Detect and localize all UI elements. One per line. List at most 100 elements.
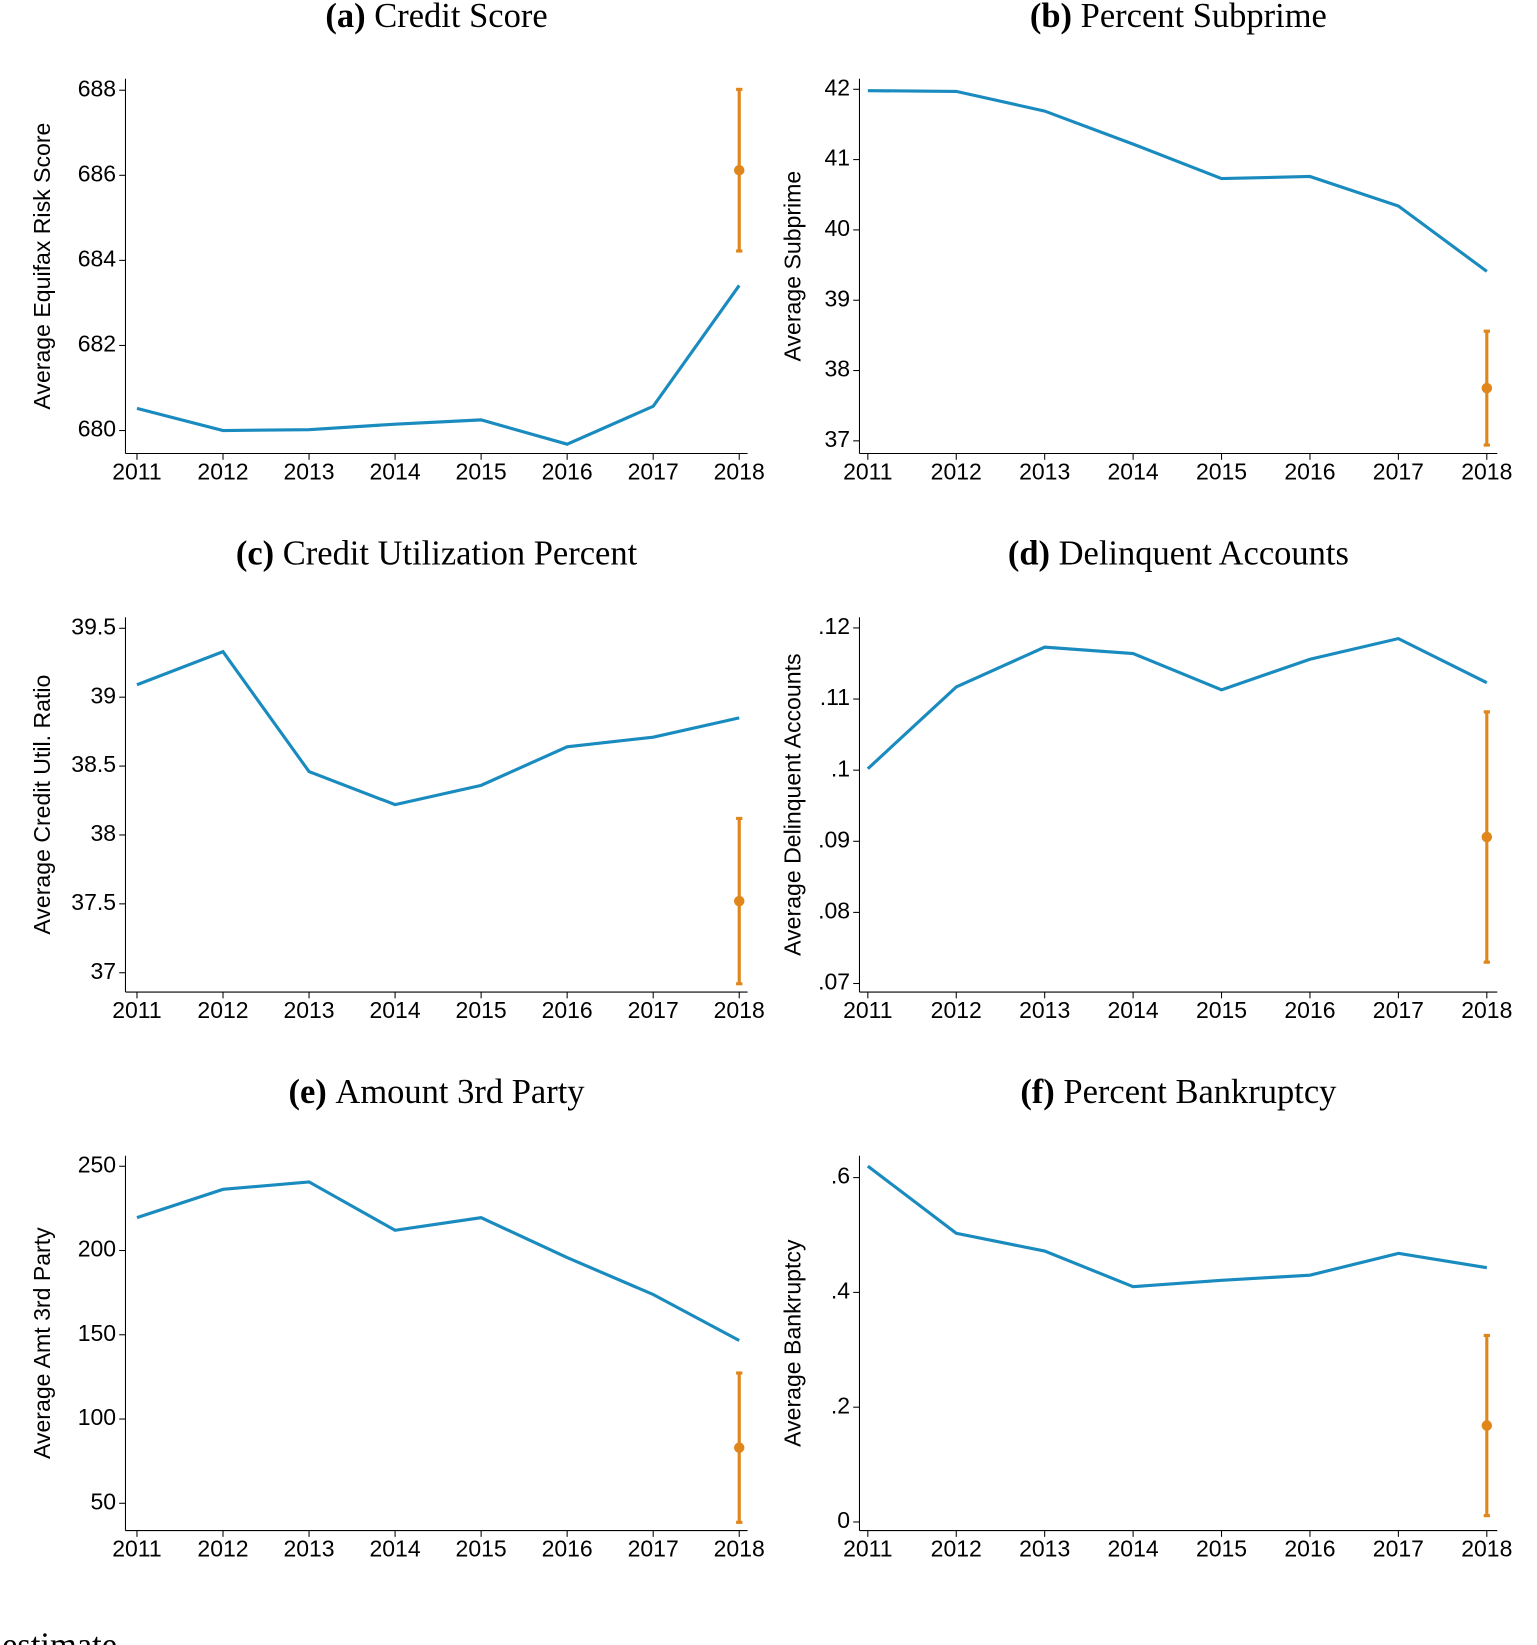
estimate-point <box>1481 382 1493 394</box>
x-tick-label: 2018 <box>714 459 765 485</box>
x-tick-label: 2011 <box>112 997 161 1023</box>
y-tick-label: 40 <box>824 215 850 241</box>
x-tick-label: 2011 <box>843 997 892 1023</box>
y-tick-label: 41 <box>824 145 850 171</box>
y-tick-label: 37 <box>824 426 850 452</box>
panel-title: (a) Credit Score <box>325 0 547 35</box>
x-tick-label: 2017 <box>628 1536 679 1562</box>
x-tick-label: 2017 <box>1373 997 1424 1023</box>
y-tick-label: 688 <box>78 75 116 101</box>
x-tick-label: 2014 <box>370 1536 421 1562</box>
y-tick-label: .6 <box>831 1163 850 1189</box>
x-tick-label: 2012 <box>931 997 982 1023</box>
estimate-point <box>1481 831 1493 843</box>
y-tick-label: 680 <box>78 416 116 442</box>
x-tick-label: 2014 <box>1108 1536 1159 1562</box>
panel-title: (f) Percent Bankruptcy <box>1020 1073 1337 1111</box>
y-tick-label: 42 <box>824 74 850 100</box>
x-tick-label: 2014 <box>370 997 421 1023</box>
x-tick-label: 2011 <box>843 1536 892 1562</box>
panel-label: (c) <box>236 534 274 572</box>
x-tick-label: 2012 <box>931 1536 982 1562</box>
x-tick-label: 2018 <box>714 997 765 1023</box>
x-tick-label: 2012 <box>197 459 248 485</box>
title-text: Delinquent Accounts <box>1059 534 1349 572</box>
x-tick-label: 2017 <box>1373 1536 1424 1562</box>
x-tick-label: 2013 <box>1019 459 1070 485</box>
panel-title: (b) Percent Subprime <box>1030 0 1327 35</box>
x-tick-label: 2015 <box>1196 459 1247 485</box>
x-tick-label: 2015 <box>456 997 507 1023</box>
x-tick-label: 2016 <box>542 997 593 1023</box>
y-axis-label: Average Delinquent Accounts <box>780 653 806 955</box>
panel-title: (d) Delinquent Accounts <box>1008 534 1349 572</box>
y-tick-label: .12 <box>818 613 850 639</box>
y-tick-label: 686 <box>78 160 116 186</box>
y-tick-label: 50 <box>90 1488 116 1514</box>
x-tick-label: 2016 <box>1284 1536 1335 1562</box>
estimate-point <box>733 1442 745 1453</box>
x-tick-label: 2015 <box>1196 997 1247 1023</box>
data-line <box>867 89 1488 273</box>
y-tick-label: .09 <box>818 826 850 852</box>
y-axis-label: Average Subprime <box>780 171 806 362</box>
x-tick-label: 2016 <box>1284 997 1335 1023</box>
y-tick-label: 38.5 <box>71 751 116 777</box>
x-tick-label: 2016 <box>1284 459 1335 485</box>
y-axis-label: Average Bankruptcy <box>780 1239 806 1447</box>
x-tick-label: 2014 <box>1108 459 1159 485</box>
panel-title: (e) Amount 3rd Party <box>289 1073 586 1111</box>
x-tick-label: 2011 <box>112 459 161 485</box>
y-tick-label: .08 <box>818 897 850 923</box>
y-tick-label: 39 <box>90 682 116 708</box>
panel-label: (d) <box>1008 534 1050 572</box>
y-axis-label: Average Equifax Risk Score <box>29 123 55 410</box>
y-tick-label: 250 <box>78 1151 116 1177</box>
title-text: Percent Bankruptcy <box>1063 1073 1337 1111</box>
y-tick-label: 0 <box>837 1507 850 1533</box>
x-tick-label: 2014 <box>370 459 421 485</box>
x-tick-label: 2016 <box>542 1536 593 1562</box>
estimate-point <box>1481 1420 1493 1431</box>
x-tick-label: 2018 <box>714 1536 765 1562</box>
title-text: Amount 3rd Party <box>335 1073 585 1111</box>
x-tick-label: 2018 <box>1461 997 1512 1023</box>
y-tick-label: .1 <box>831 755 850 781</box>
panel-label: (a) <box>325 0 365 35</box>
x-tick-label: 2013 <box>1019 997 1070 1023</box>
y-tick-label: .4 <box>831 1277 850 1303</box>
x-tick-label: 2013 <box>1019 1536 1070 1562</box>
x-tick-label: 2013 <box>283 459 334 485</box>
x-tick-label: 2013 <box>283 1536 334 1562</box>
x-tick-label: 2011 <box>112 1536 161 1562</box>
y-tick-label: 100 <box>78 1404 116 1430</box>
x-tick-label: 2017 <box>628 459 679 485</box>
data-line <box>866 1164 1488 1289</box>
footer-text: estimate <box>2 1626 117 1645</box>
title-text: Percent Subprime <box>1081 0 1327 35</box>
estimate-point <box>733 895 745 907</box>
y-axis-label: Average Amt 3rd Party <box>29 1227 55 1459</box>
y-tick-label: 150 <box>78 1320 116 1346</box>
data-line <box>136 1180 740 1342</box>
y-tick-label: .07 <box>818 969 850 995</box>
y-axis-label: Average Credit Util. Ratio <box>29 675 55 935</box>
x-tick-label: 2014 <box>1108 997 1159 1023</box>
data-line <box>136 649 740 807</box>
panel-label: (e) <box>289 1073 327 1111</box>
x-tick-label: 2013 <box>283 997 334 1023</box>
data-line <box>136 284 741 446</box>
y-tick-label: 39.5 <box>71 613 116 639</box>
y-tick-label: 200 <box>78 1236 116 1262</box>
y-tick-label: 38 <box>824 356 850 382</box>
panel-label: (b) <box>1030 0 1072 35</box>
x-tick-label: 2011 <box>843 459 892 485</box>
y-tick-label: 37 <box>90 958 116 984</box>
y-tick-label: .2 <box>831 1392 850 1418</box>
y-tick-label: 37.5 <box>71 889 116 915</box>
y-tick-label: 682 <box>78 331 116 357</box>
x-tick-label: 2015 <box>1196 1536 1247 1562</box>
y-tick-label: .11 <box>820 684 850 710</box>
x-tick-label: 2015 <box>456 459 507 485</box>
